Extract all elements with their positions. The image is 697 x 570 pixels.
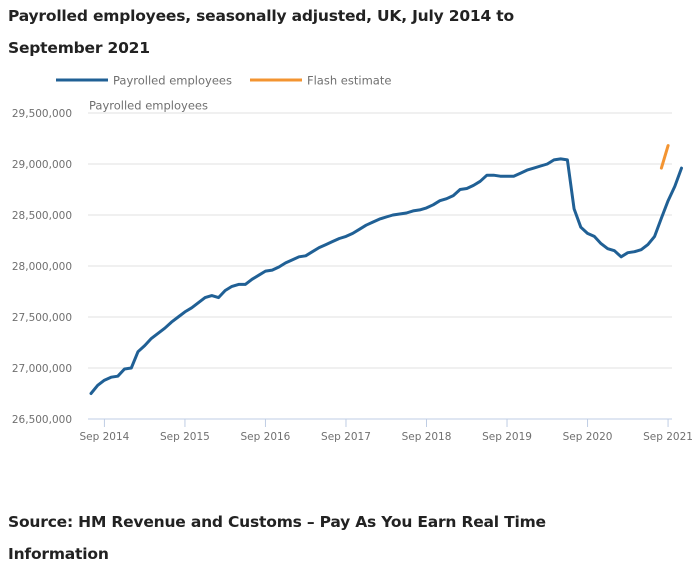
legend-label-flash-estimate: Flash estimate [307, 74, 391, 88]
gridlines [88, 112, 672, 369]
y-tick-label: 28,500,000 [12, 210, 72, 222]
source-note: Source: HM Revenue and Customs – Pay As … [8, 513, 546, 563]
x-tick-label: Sep 2018 [402, 431, 452, 443]
legend-label-payrolled-employees: Payrolled employees [113, 74, 232, 88]
series-group [89, 144, 683, 395]
chart-title: Payrolled employees, seasonally adjusted… [8, 7, 514, 57]
y-tick-label: 26,500,000 [12, 414, 72, 426]
x-axis: Sep 2014 Sep 2015 Sep 2016 Sep 2017 Sep 2018… [79, 418, 693, 443]
legend: Payrolled employees Flash estimate [56, 74, 391, 88]
y-tick-label: 27,500,000 [12, 312, 72, 324]
y-axis-title: Payrolled employees [89, 99, 208, 113]
y-tick-label: 29,500,000 [12, 108, 72, 120]
y-tick-label: 29,000,000 [12, 159, 72, 171]
x-tick-label: Sep 2016 [241, 431, 291, 443]
series-flash-estimate-line [659, 144, 670, 170]
y-tick-label: 27,000,000 [12, 363, 72, 375]
x-tick-label: Sep 2015 [160, 431, 210, 443]
y-tick-label: 28,000,000 [12, 261, 72, 273]
x-tick-label: Sep 2020 [563, 431, 613, 443]
y-axis: 26,500,000 27,000,000 27,500,000 28,000,000… [12, 108, 72, 426]
x-tick-label: Sep 2017 [321, 431, 371, 443]
x-tick-label: Sep 2021 [643, 431, 693, 443]
series-payrolled-employees-line [89, 157, 683, 395]
line-chart: Payrolled employees Flash estimate Payro… [12, 74, 693, 444]
x-tick-label: Sep 2014 [79, 431, 129, 443]
x-tick-label: Sep 2019 [482, 431, 532, 443]
